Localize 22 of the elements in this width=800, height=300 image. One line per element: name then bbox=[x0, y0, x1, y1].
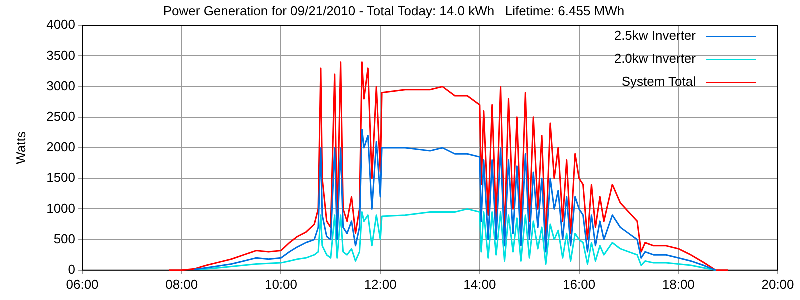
x-tick-label: 10:00 bbox=[264, 276, 298, 292]
x-tick-label: 18:00 bbox=[662, 276, 695, 292]
y-tick-label: 3500 bbox=[46, 48, 76, 63]
y-tick-label: 500 bbox=[54, 231, 76, 246]
x-tick-label: 16:00 bbox=[563, 276, 596, 292]
y-tick-label: 2500 bbox=[46, 108, 76, 124]
legend-label: 2.5kw Inverter bbox=[614, 28, 697, 44]
y-tick-label: 1500 bbox=[46, 170, 76, 186]
x-tick-label: 12:00 bbox=[364, 276, 397, 292]
y-tick-label: 3000 bbox=[46, 78, 76, 94]
x-tick-label: 14:00 bbox=[464, 276, 496, 292]
chart-title: Power Generation for 09/21/2010 - Total Today: 14.0 kWh Lifetime: 6.455 MWh bbox=[163, 3, 625, 18]
y-tick-label: 1000 bbox=[46, 200, 76, 216]
legend-label: System Total bbox=[622, 74, 696, 90]
y-tick-label: 2000 bbox=[46, 140, 76, 155]
y-axis-title: Watts bbox=[13, 131, 28, 164]
x-tick-label: 06:00 bbox=[66, 276, 99, 292]
y-tick-label: 4000 bbox=[46, 17, 76, 32]
legend-label: 2.0kw Inverter bbox=[614, 51, 697, 66]
x-tick-label: 20:00 bbox=[762, 276, 794, 292]
y-tick-label: 0 bbox=[68, 262, 76, 277]
x-tick-label: 08:00 bbox=[166, 276, 198, 292]
